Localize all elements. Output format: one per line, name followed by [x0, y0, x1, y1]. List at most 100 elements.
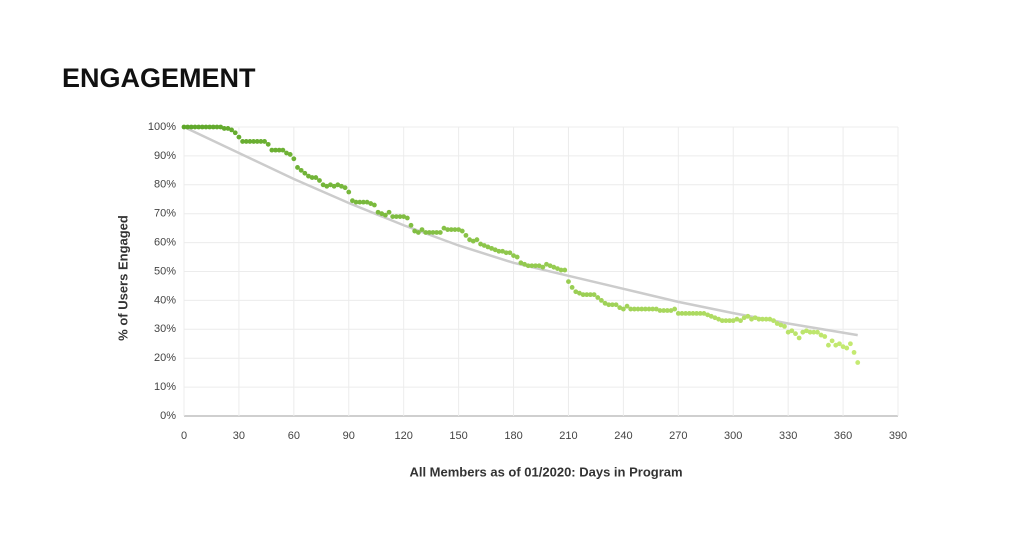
data-point [489, 245, 494, 251]
x-tick-label: 90 [343, 430, 355, 442]
data-point [544, 261, 549, 267]
data-point [661, 308, 667, 313]
data-point [386, 209, 392, 215]
data-point [280, 147, 286, 153]
data-point [617, 305, 623, 311]
data-point [298, 167, 304, 173]
y-tick-label: 40% [154, 294, 176, 306]
data-point [763, 316, 769, 322]
data-point [697, 311, 703, 316]
data-point [419, 227, 425, 232]
data-point [533, 263, 538, 269]
data-point [210, 124, 216, 130]
data-point [620, 306, 626, 312]
data-point [302, 170, 308, 176]
x-tick-label: 0 [181, 430, 187, 442]
y-axis-label: % of Users Engaged [115, 215, 130, 341]
x-tick-label: 330 [779, 430, 797, 442]
data-point [320, 182, 326, 188]
data-point [848, 341, 853, 347]
data-point [525, 263, 531, 269]
data-point [426, 230, 432, 235]
data-point [331, 183, 337, 189]
data-point [657, 308, 663, 313]
data-point [364, 199, 370, 205]
data-point [723, 318, 729, 324]
y-tick-label: 60% [154, 237, 176, 249]
data-point [653, 306, 659, 312]
data-point [313, 175, 319, 180]
data-point [760, 316, 765, 322]
data-point [459, 228, 465, 234]
data-point [258, 139, 264, 144]
data-point [573, 289, 579, 295]
data-point [705, 312, 710, 318]
data-point [456, 227, 462, 232]
data-point [778, 322, 784, 328]
data-point [719, 318, 725, 324]
data-point [800, 329, 806, 335]
data-point [361, 199, 366, 205]
data-point [207, 124, 213, 130]
data-point [818, 332, 824, 338]
y-tick-label: 70% [154, 208, 176, 220]
data-point [635, 306, 641, 312]
data-point [738, 318, 743, 324]
data-point [291, 156, 297, 162]
data-point [185, 124, 191, 130]
data-point [690, 311, 696, 316]
x-tick-label: 300 [724, 430, 742, 442]
data-point [287, 152, 293, 157]
data-point [716, 316, 721, 322]
data-point [448, 227, 454, 232]
data-point [181, 124, 187, 130]
data-point [368, 201, 374, 206]
data-point [569, 284, 575, 290]
data-point [342, 185, 348, 191]
data-point [855, 360, 861, 365]
data-point [829, 338, 835, 344]
data-point [229, 127, 235, 133]
y-tick-label: 30% [154, 323, 176, 335]
data-point [375, 209, 381, 215]
data-point [631, 306, 637, 312]
data-point [844, 345, 850, 351]
data-point [218, 124, 224, 130]
data-point [741, 315, 747, 321]
data-point [804, 328, 809, 334]
data-point [353, 199, 359, 205]
x-tick-label: 390 [889, 430, 907, 442]
data-point [404, 215, 410, 221]
data-point [749, 316, 754, 322]
x-tick-label: 30 [233, 430, 245, 442]
data-point [243, 139, 249, 144]
data-point [357, 199, 363, 205]
data-point [789, 328, 795, 334]
data-point [284, 150, 289, 156]
data-point [382, 212, 388, 218]
data-point [628, 306, 634, 312]
data-point [423, 230, 429, 235]
chart-title: ENGAGEMENT [62, 63, 256, 93]
data-point [408, 222, 414, 228]
data-point [273, 147, 278, 153]
data-point [240, 139, 245, 144]
data-point [199, 124, 205, 130]
x-axis-label: All Members as of 01/2020: Days in Progr… [409, 464, 682, 479]
data-point [694, 311, 700, 316]
data-point [467, 237, 472, 243]
data-point [511, 253, 516, 259]
data-point [507, 250, 513, 256]
x-tick-label: 150 [449, 430, 467, 442]
data-point [851, 350, 857, 355]
data-point [558, 267, 564, 273]
data-point [771, 318, 776, 324]
data-point [588, 292, 593, 298]
data-point [196, 124, 202, 130]
data-point [269, 147, 275, 153]
data-point [485, 244, 491, 250]
data-point [840, 344, 846, 350]
data-point [317, 178, 322, 183]
data-point [276, 147, 282, 153]
y-tick-label: 10% [154, 381, 176, 393]
